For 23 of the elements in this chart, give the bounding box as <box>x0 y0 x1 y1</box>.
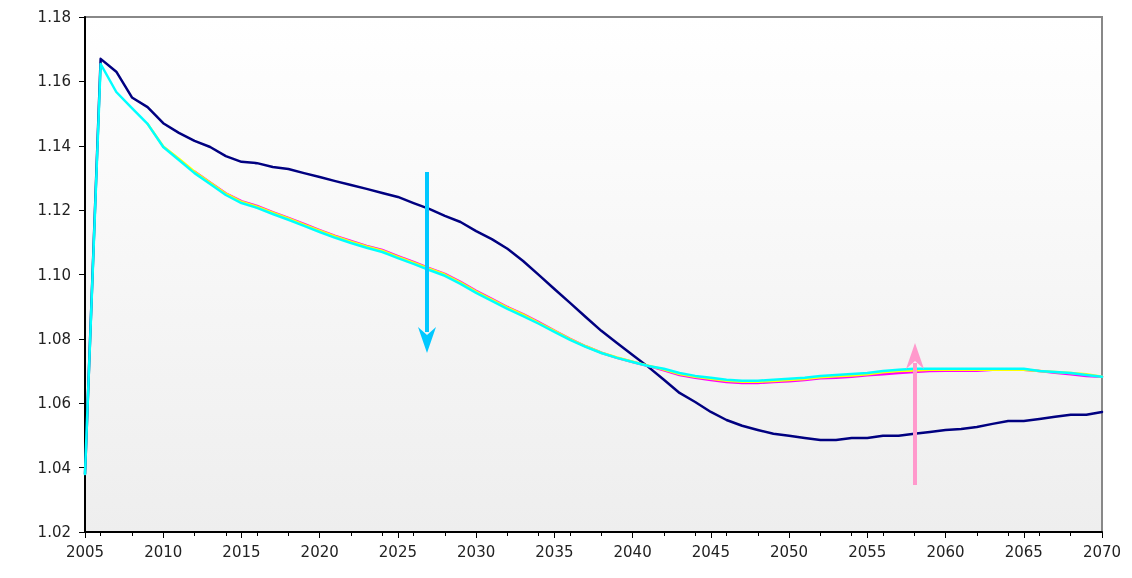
x-tick-label: 2040 <box>613 542 652 561</box>
y-tick-label: 1.02 <box>37 523 71 541</box>
x-tick-label: 2065 <box>1004 542 1043 561</box>
x-tick-label: 2045 <box>691 542 730 561</box>
y-tick-label: 1.14 <box>37 136 71 155</box>
x-tick-label: 2025 <box>378 542 418 561</box>
x-tick-label: 2005 <box>65 542 105 561</box>
x-tick-label: 2010 <box>144 542 183 561</box>
x-tick-label: 2055 <box>848 542 887 561</box>
x-tick-label: 2060 <box>926 542 965 561</box>
y-tick-label: 1.10 <box>37 265 71 284</box>
y-tick-label: 1.16 <box>37 72 71 91</box>
x-tick-label: 2050 <box>769 542 809 561</box>
y-tick-label: 1.06 <box>37 394 71 413</box>
y-tick-label: 1.04 <box>37 458 71 477</box>
x-tick-label: 2070 <box>1082 542 1122 561</box>
x-tick-label: 2020 <box>300 542 339 561</box>
x-tick-label: 2015 <box>222 542 261 561</box>
y-tick-label: 1.12 <box>37 201 71 220</box>
x-tick-label: 2030 <box>457 542 496 561</box>
y-tick-label: 1.08 <box>37 329 71 348</box>
x-tick-label: 2035 <box>535 542 574 561</box>
y-tick-label: 1.18 <box>37 8 71 26</box>
